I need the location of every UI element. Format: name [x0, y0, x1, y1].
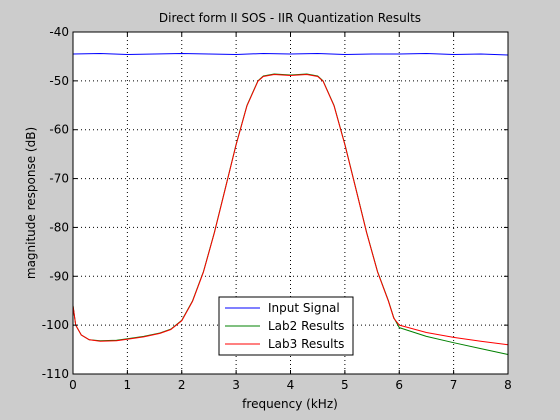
- x-tick-label: 7: [450, 378, 458, 392]
- y-tick-label: -100: [42, 318, 69, 332]
- y-tick-label: -60: [49, 123, 69, 137]
- x-axis: 0 1 2 3 4 5 6 7 8: [69, 32, 512, 392]
- x-tick-label: 4: [287, 378, 295, 392]
- x-tick-label: 5: [341, 378, 349, 392]
- y-axis: -110 -100 -90 -80 -70 -60 -50 -40: [42, 25, 508, 381]
- y-tick-label: -90: [49, 269, 69, 283]
- legend-label: Lab2 Results: [268, 319, 344, 333]
- x-tick-label: 3: [232, 378, 240, 392]
- legend: Input Signal Lab2 Results Lab3 Results: [218, 296, 354, 356]
- y-tick-label: -50: [49, 74, 69, 88]
- legend-label: Lab3 Results: [268, 337, 344, 351]
- x-tick-label: 0: [69, 378, 77, 392]
- x-tick-label: 1: [124, 378, 132, 392]
- x-tick-label: 2: [178, 378, 186, 392]
- x-tick-label: 8: [504, 378, 512, 392]
- series-line-input-signal: [72, 53, 509, 56]
- chart-title: Direct form II SOS - IIR Quantization Re…: [159, 11, 421, 25]
- y-axis-label: magnitude response (dB): [24, 127, 38, 279]
- series-layer: [72, 53, 509, 355]
- x-tick-label: 6: [395, 378, 403, 392]
- legend-label: Input Signal: [268, 301, 340, 315]
- y-tick-label: -110: [42, 367, 69, 381]
- y-tick-label: -80: [49, 220, 69, 234]
- x-axis-label: frequency (kHz): [242, 397, 338, 411]
- y-tick-label: -70: [49, 172, 69, 186]
- series-line-lab3-results: [72, 74, 509, 346]
- y-tick-label: -40: [49, 25, 69, 39]
